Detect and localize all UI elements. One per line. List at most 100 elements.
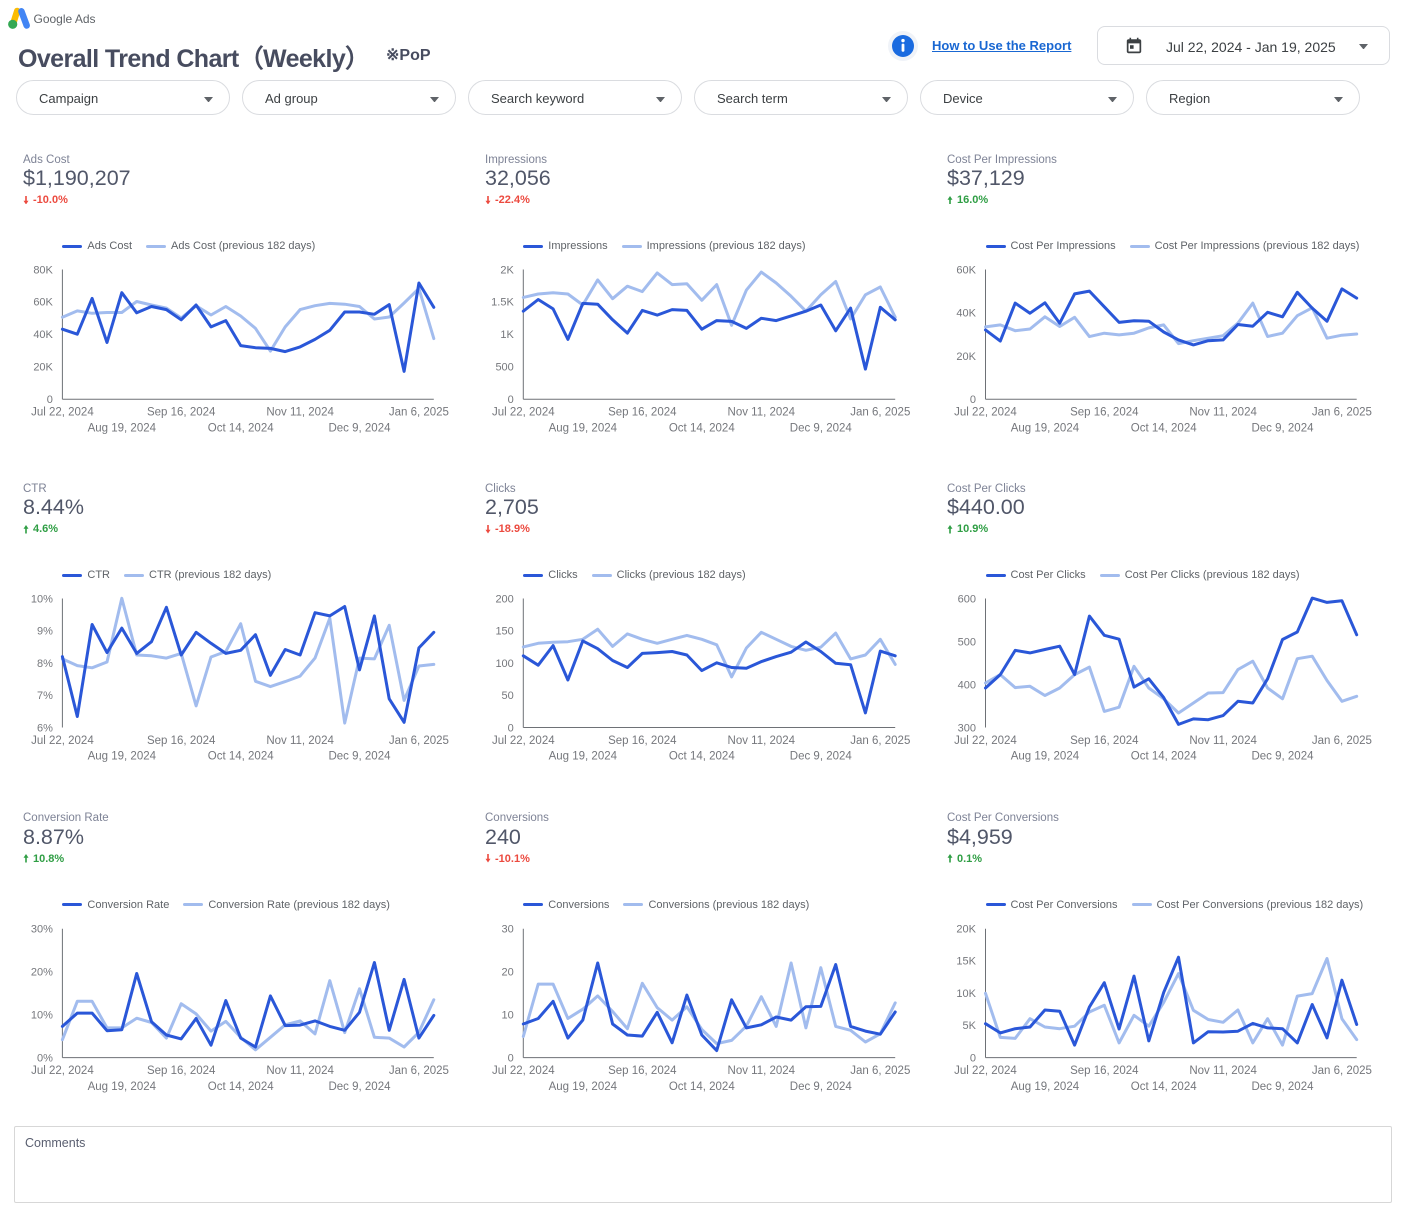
svg-text:Jul 22, 2024: Jul 22, 2024 — [492, 1065, 555, 1077]
svg-text:Sep 16, 2024: Sep 16, 2024 — [1070, 1065, 1139, 1077]
svg-text:Dec 9, 2024: Dec 9, 2024 — [328, 1080, 391, 1092]
svg-text:1K: 1K — [500, 329, 514, 341]
svg-text:40K: 40K — [33, 329, 53, 341]
svg-text:Sep 16, 2024: Sep 16, 2024 — [147, 735, 216, 747]
svg-text:8%: 8% — [37, 658, 53, 670]
svg-text:Dec 9, 2024: Dec 9, 2024 — [1251, 423, 1314, 435]
svg-text:Nov 11, 2024: Nov 11, 2024 — [728, 407, 796, 419]
svg-text:Sep 16, 2024: Sep 16, 2024 — [147, 407, 216, 419]
svg-text:Oct 14, 2024: Oct 14, 2024 — [1131, 423, 1197, 435]
svg-text:20K: 20K — [33, 362, 53, 374]
svg-text:0%: 0% — [37, 1052, 53, 1064]
svg-text:200: 200 — [495, 594, 513, 606]
svg-text:Aug 19, 2024: Aug 19, 2024 — [549, 423, 618, 435]
svg-text:500: 500 — [958, 637, 976, 649]
svg-text:10: 10 — [502, 1009, 514, 1021]
svg-text:Dec 9, 2024: Dec 9, 2024 — [790, 1080, 853, 1092]
svg-text:Dec 9, 2024: Dec 9, 2024 — [1251, 751, 1314, 763]
svg-text:Nov 11, 2024: Nov 11, 2024 — [1189, 407, 1257, 419]
svg-text:0: 0 — [970, 1052, 976, 1064]
svg-text:Nov 11, 2024: Nov 11, 2024 — [266, 735, 334, 747]
svg-text:Dec 9, 2024: Dec 9, 2024 — [790, 751, 853, 763]
svg-text:300: 300 — [958, 723, 976, 735]
svg-text:Aug 19, 2024: Aug 19, 2024 — [1011, 423, 1080, 435]
svg-text:0: 0 — [508, 394, 514, 406]
svg-text:60K: 60K — [33, 297, 53, 309]
svg-text:Jan 6, 2025: Jan 6, 2025 — [850, 735, 910, 747]
svg-text:0: 0 — [508, 1052, 514, 1064]
svg-text:Dec 9, 2024: Dec 9, 2024 — [328, 751, 391, 763]
svg-text:10%: 10% — [31, 1009, 53, 1021]
svg-text:10K: 10K — [956, 987, 976, 999]
svg-text:Jul 22, 2024: Jul 22, 2024 — [31, 407, 94, 419]
svg-text:7%: 7% — [37, 690, 53, 702]
svg-text:Sep 16, 2024: Sep 16, 2024 — [608, 735, 677, 747]
svg-text:Jan 6, 2025: Jan 6, 2025 — [1312, 735, 1372, 747]
svg-text:Jul 22, 2024: Jul 22, 2024 — [954, 1065, 1017, 1077]
svg-text:400: 400 — [958, 680, 976, 692]
svg-text:Aug 19, 2024: Aug 19, 2024 — [549, 1080, 618, 1092]
svg-text:Sep 16, 2024: Sep 16, 2024 — [1070, 735, 1139, 747]
svg-text:Aug 19, 2024: Aug 19, 2024 — [88, 1080, 157, 1092]
svg-text:Dec 9, 2024: Dec 9, 2024 — [328, 423, 391, 435]
svg-text:Jul 22, 2024: Jul 22, 2024 — [954, 407, 1017, 419]
svg-text:Oct 14, 2024: Oct 14, 2024 — [669, 423, 735, 435]
svg-text:20K: 20K — [956, 351, 976, 363]
svg-text:Dec 9, 2024: Dec 9, 2024 — [790, 423, 853, 435]
svg-text:Aug 19, 2024: Aug 19, 2024 — [88, 751, 157, 763]
svg-text:40K: 40K — [956, 308, 976, 320]
svg-text:Nov 11, 2024: Nov 11, 2024 — [266, 1065, 334, 1077]
svg-text:Nov 11, 2024: Nov 11, 2024 — [728, 735, 796, 747]
svg-text:Jan 6, 2025: Jan 6, 2025 — [1312, 1065, 1372, 1077]
svg-text:20K: 20K — [956, 923, 976, 935]
svg-text:Jan 6, 2025: Jan 6, 2025 — [389, 1065, 449, 1077]
svg-text:Sep 16, 2024: Sep 16, 2024 — [608, 1065, 677, 1077]
svg-text:Sep 16, 2024: Sep 16, 2024 — [147, 1065, 216, 1077]
svg-text:60K: 60K — [956, 264, 976, 276]
svg-text:0: 0 — [47, 394, 53, 406]
svg-text:Oct 14, 2024: Oct 14, 2024 — [208, 423, 274, 435]
svg-text:500: 500 — [495, 362, 513, 374]
svg-text:15K: 15K — [956, 955, 976, 967]
svg-text:6%: 6% — [37, 723, 53, 735]
svg-text:30%: 30% — [31, 923, 53, 935]
svg-text:Jul 22, 2024: Jul 22, 2024 — [492, 735, 555, 747]
svg-text:Aug 19, 2024: Aug 19, 2024 — [1011, 751, 1080, 763]
svg-text:Nov 11, 2024: Nov 11, 2024 — [1189, 735, 1257, 747]
svg-text:Jan 6, 2025: Jan 6, 2025 — [389, 407, 449, 419]
svg-text:Aug 19, 2024: Aug 19, 2024 — [88, 423, 157, 435]
svg-text:150: 150 — [495, 626, 513, 638]
svg-text:Oct 14, 2024: Oct 14, 2024 — [1131, 1080, 1197, 1092]
svg-text:30: 30 — [502, 923, 514, 935]
svg-text:Nov 11, 2024: Nov 11, 2024 — [1189, 1065, 1257, 1077]
svg-text:Nov 11, 2024: Nov 11, 2024 — [266, 407, 334, 419]
svg-text:Nov 11, 2024: Nov 11, 2024 — [728, 1065, 796, 1077]
svg-text:5K: 5K — [963, 1020, 977, 1032]
svg-text:10%: 10% — [31, 594, 53, 606]
svg-text:Aug 19, 2024: Aug 19, 2024 — [1011, 1080, 1080, 1092]
svg-text:Jul 22, 2024: Jul 22, 2024 — [31, 1065, 94, 1077]
svg-text:0: 0 — [970, 394, 976, 406]
svg-text:Jul 22, 2024: Jul 22, 2024 — [492, 407, 555, 419]
svg-text:Jan 6, 2025: Jan 6, 2025 — [850, 407, 910, 419]
svg-text:Sep 16, 2024: Sep 16, 2024 — [1070, 407, 1139, 419]
svg-text:Aug 19, 2024: Aug 19, 2024 — [549, 751, 618, 763]
svg-text:600: 600 — [958, 594, 976, 606]
svg-text:Oct 14, 2024: Oct 14, 2024 — [208, 1080, 274, 1092]
svg-text:Oct 14, 2024: Oct 14, 2024 — [208, 751, 274, 763]
svg-text:Oct 14, 2024: Oct 14, 2024 — [669, 1080, 735, 1092]
svg-text:Sep 16, 2024: Sep 16, 2024 — [608, 407, 677, 419]
svg-text:0: 0 — [508, 723, 514, 735]
svg-text:2K: 2K — [500, 264, 514, 276]
svg-text:1.5K: 1.5K — [491, 297, 514, 309]
svg-text:80K: 80K — [33, 264, 53, 276]
svg-text:100: 100 — [495, 658, 513, 670]
svg-text:Jan 6, 2025: Jan 6, 2025 — [389, 735, 449, 747]
svg-text:Jul 22, 2024: Jul 22, 2024 — [31, 735, 94, 747]
svg-text:Jan 6, 2025: Jan 6, 2025 — [1312, 407, 1372, 419]
svg-text:Oct 14, 2024: Oct 14, 2024 — [669, 751, 735, 763]
svg-text:Jan 6, 2025: Jan 6, 2025 — [850, 1065, 910, 1077]
svg-text:50: 50 — [502, 690, 514, 702]
svg-text:20%: 20% — [31, 966, 53, 978]
svg-text:Jul 22, 2024: Jul 22, 2024 — [954, 735, 1017, 747]
